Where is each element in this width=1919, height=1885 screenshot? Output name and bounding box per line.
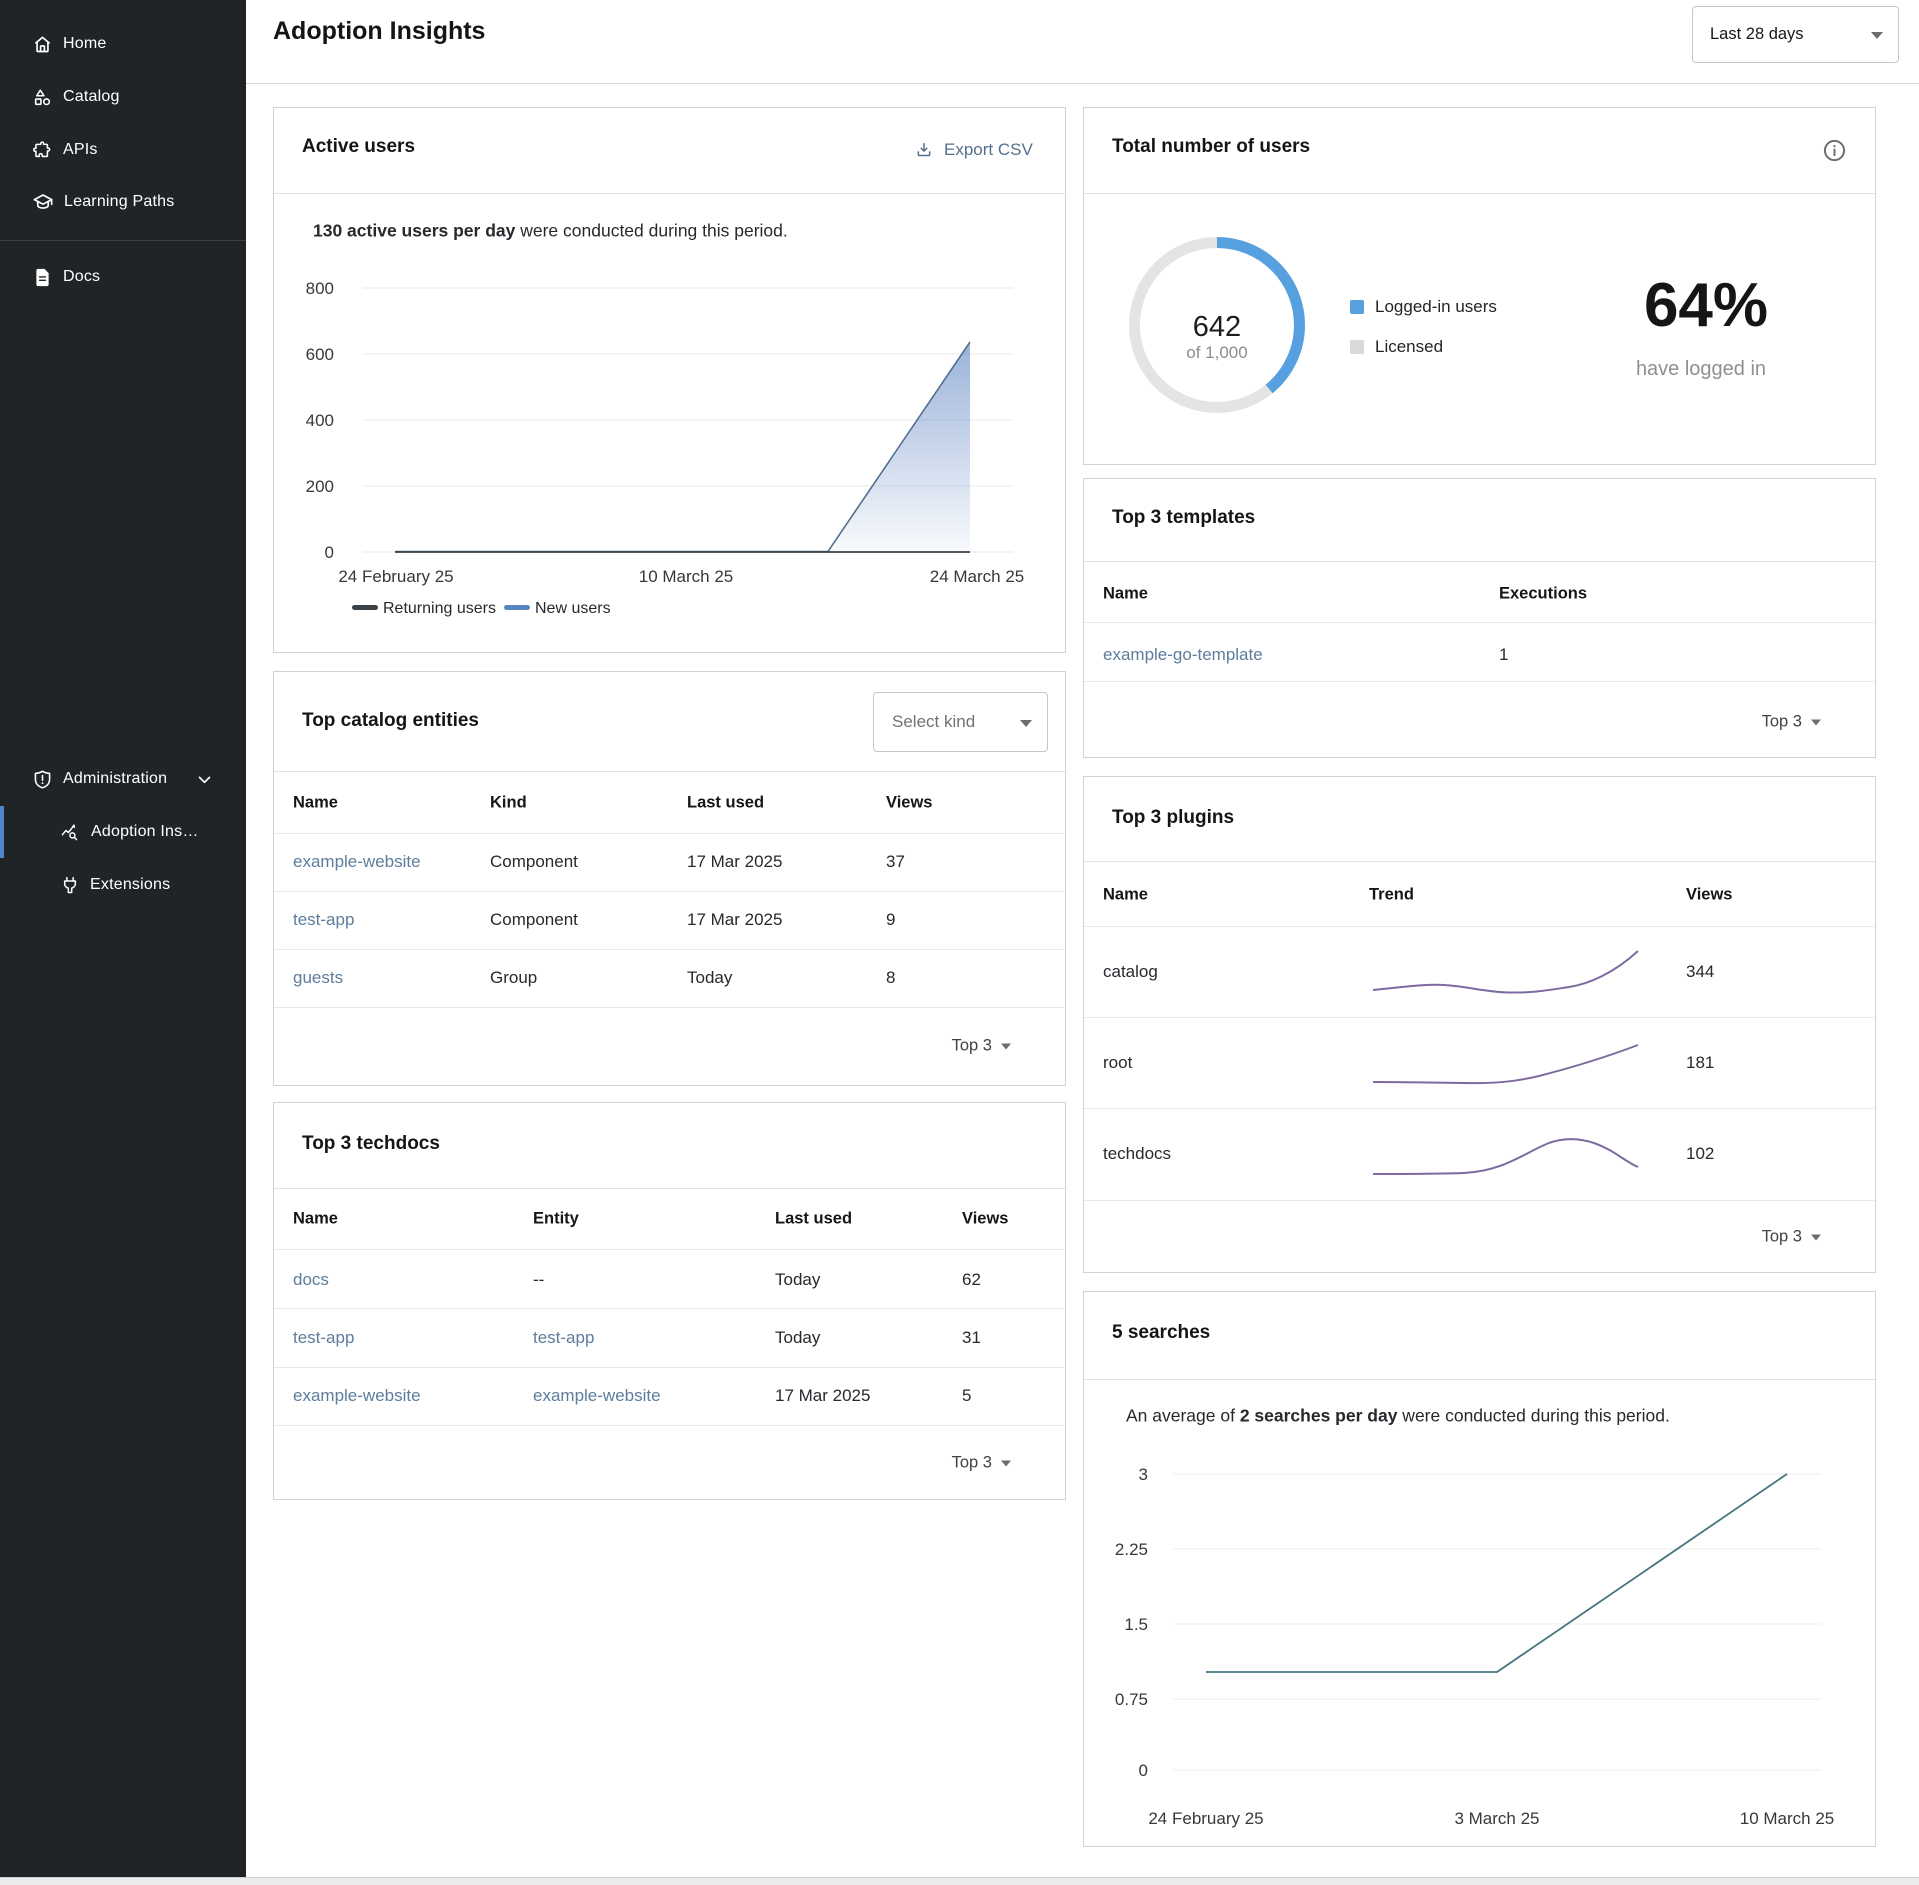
svg-text:3: 3 (1139, 1465, 1148, 1484)
svg-text:24 March 25: 24 March 25 (930, 567, 1025, 586)
svg-text:10 March 25: 10 March 25 (1740, 1809, 1835, 1828)
svg-text:400: 400 (306, 411, 334, 430)
svg-text:200: 200 (306, 477, 334, 496)
svg-text:3 March 25: 3 March 25 (1454, 1809, 1539, 1828)
svg-text:Returning users: Returning users (383, 600, 496, 617)
svg-text:24 February 25: 24 February 25 (1148, 1809, 1263, 1828)
svg-text:0: 0 (1139, 1761, 1148, 1780)
svg-text:1.5: 1.5 (1124, 1615, 1148, 1634)
svg-text:600: 600 (306, 345, 334, 364)
svg-text:24 February 25: 24 February 25 (338, 567, 453, 586)
svg-text:10 March 25: 10 March 25 (639, 567, 734, 586)
svg-text:0: 0 (325, 543, 334, 562)
svg-text:New users: New users (535, 600, 611, 617)
svg-text:800: 800 (306, 279, 334, 298)
svg-text:0.75: 0.75 (1115, 1690, 1148, 1709)
svg-text:2.25: 2.25 (1115, 1540, 1148, 1559)
